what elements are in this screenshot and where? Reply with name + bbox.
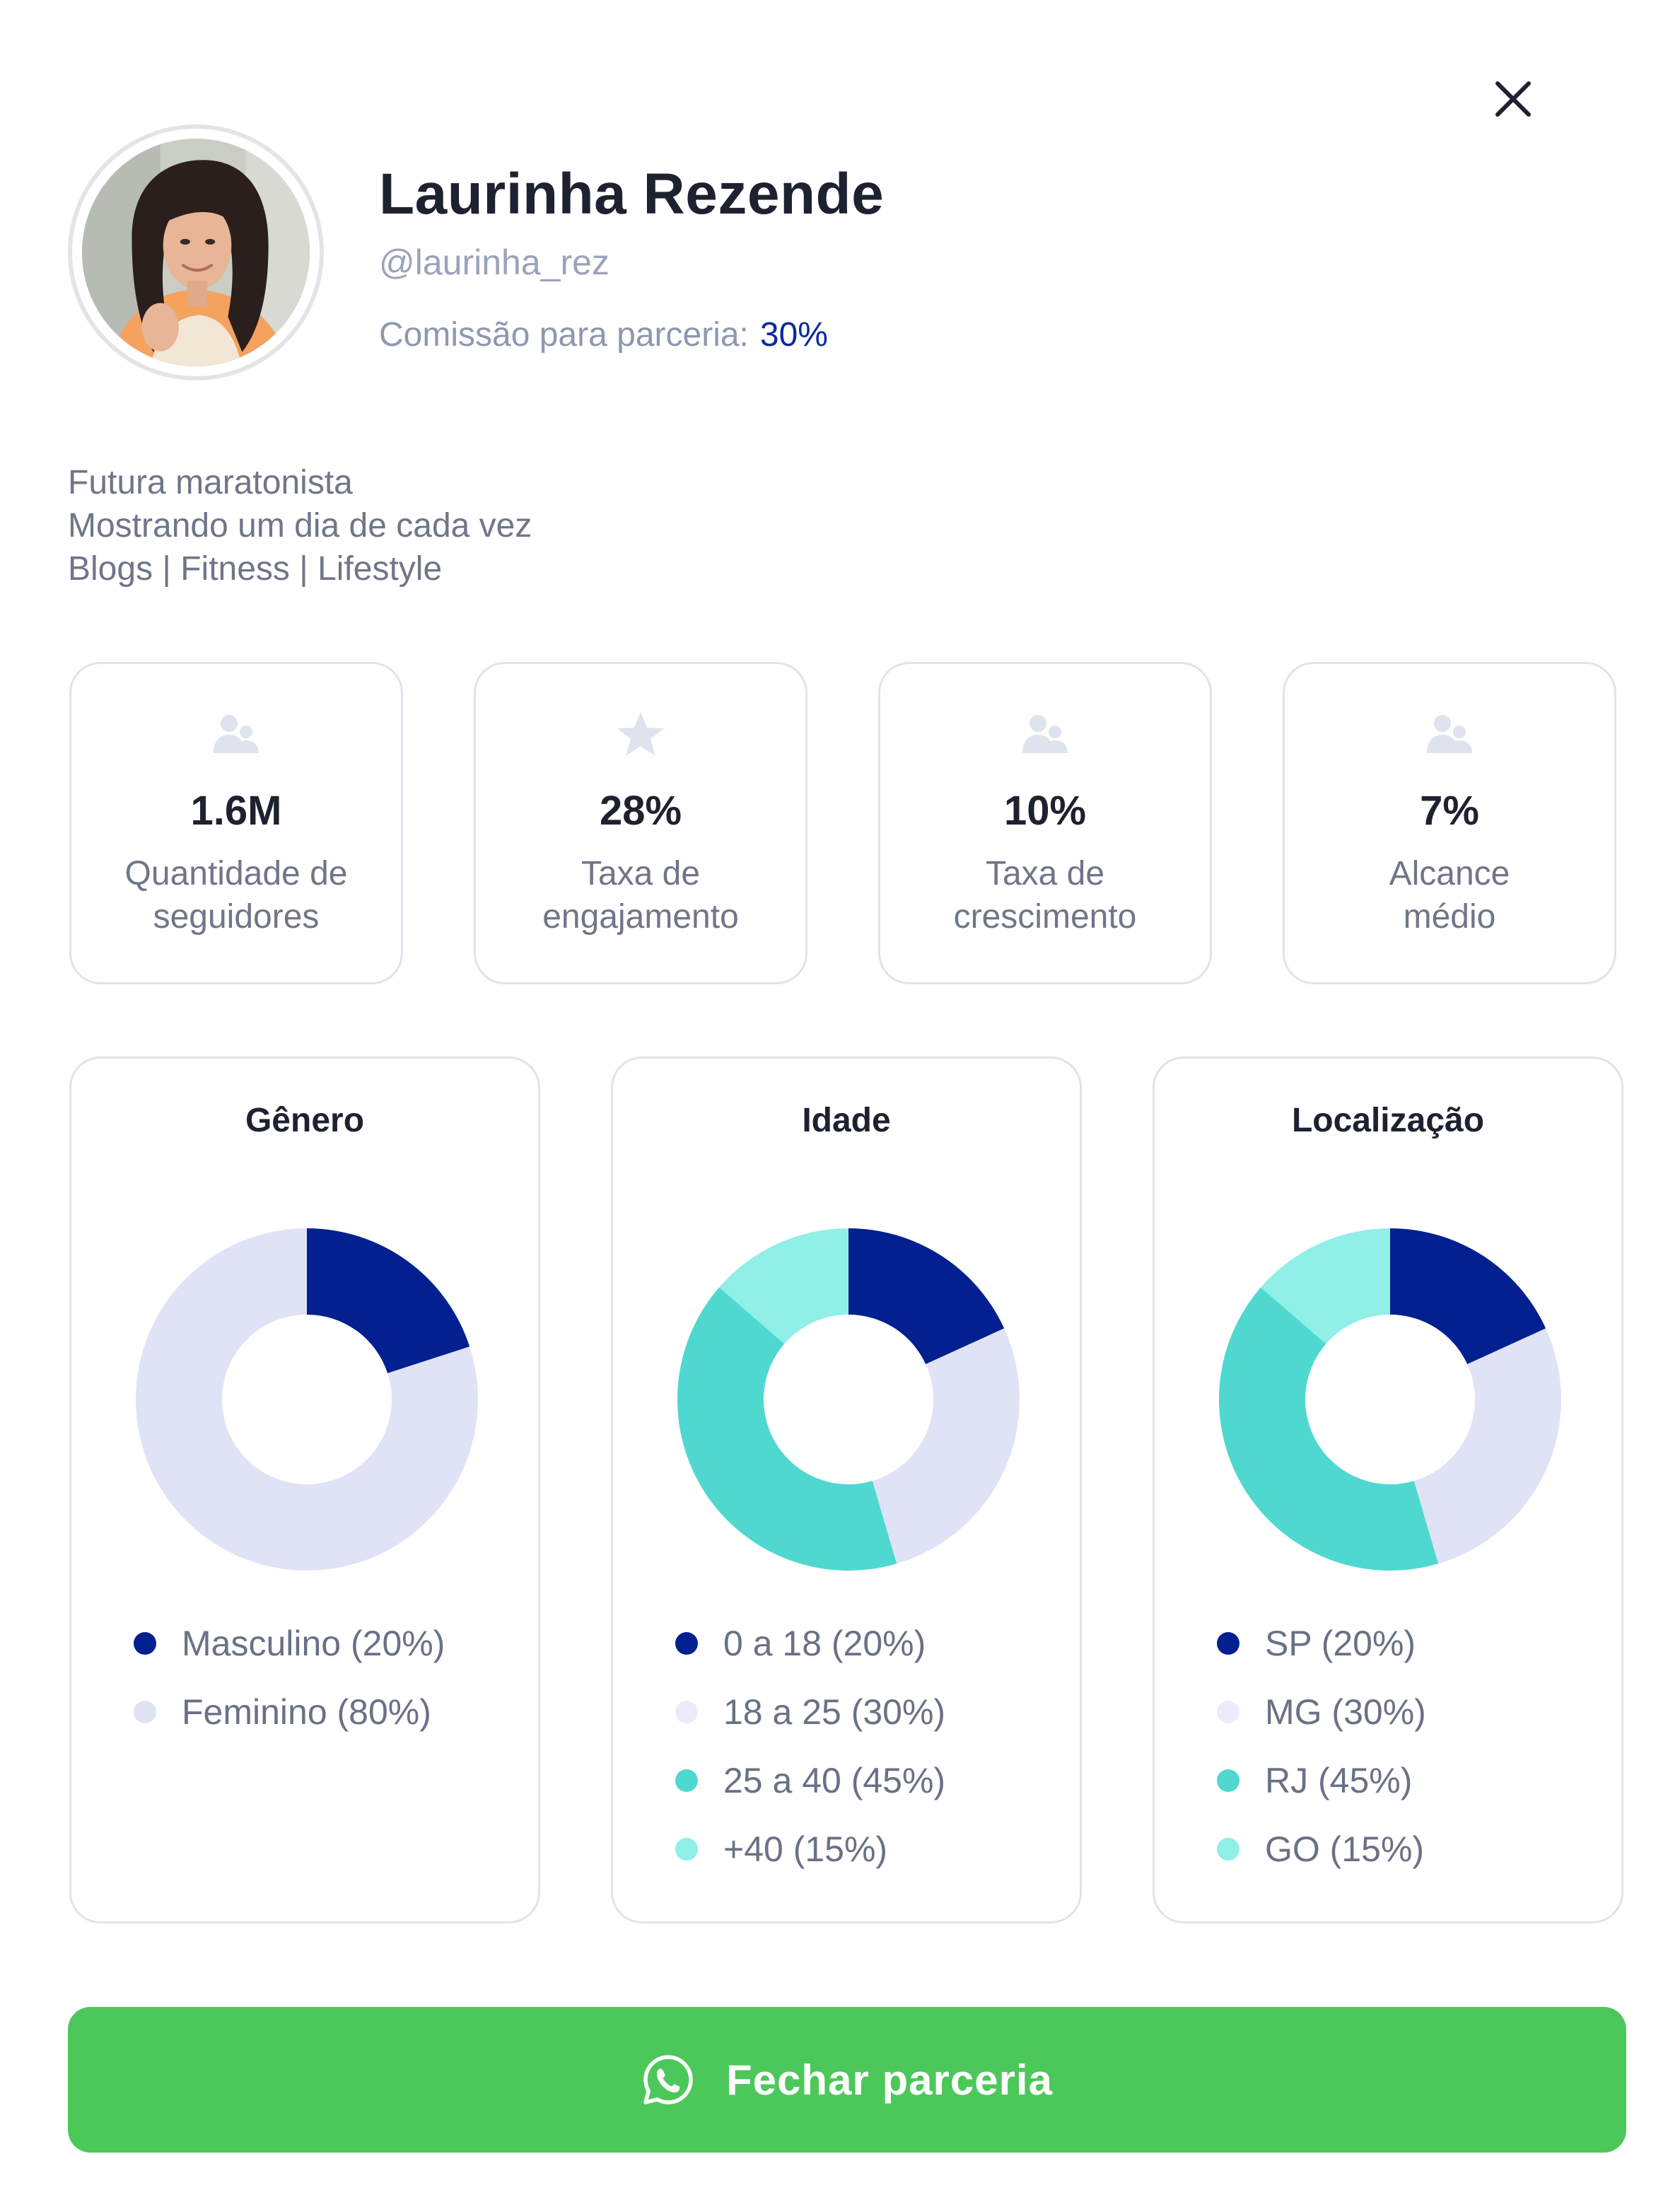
donut-chart-gender [136, 1228, 478, 1571]
legend-dot [675, 1700, 698, 1723]
legend-dot [1217, 1631, 1239, 1655]
legend-label: GO (15%) [1265, 1829, 1425, 1869]
donut-slice-mg-30 [1413, 1328, 1561, 1564]
legend-dot [675, 1631, 698, 1655]
legend-item: SP (20%) [1217, 1609, 1426, 1677]
bio-line: Blogs | Fitness | Lifestyle [68, 550, 443, 588]
profile-photo [82, 139, 310, 366]
legend-dot [1217, 1769, 1239, 1792]
stat-value: 1.6M [190, 788, 282, 834]
donut-chart-location [1219, 1228, 1561, 1571]
users-icon [1022, 715, 1068, 753]
chart-card-location: Localização SP (20%) MG (30%) RJ (45%) GO (… [1153, 1056, 1623, 1923]
legend-dot [134, 1631, 156, 1655]
close-icon[interactable] [1485, 71, 1541, 127]
legend-item: 18 a 25 (30%) [675, 1677, 945, 1746]
stat-value: 7% [1420, 788, 1479, 834]
stat-label-line: Taxa de [985, 855, 1105, 892]
stat-value: 28% [599, 788, 682, 834]
stat-card-followers: 1.6M Quantidade de seguidores [69, 662, 403, 984]
chart-legend: Masculino (20%) Feminino (80%) [134, 1609, 445, 1746]
chart-title: Gênero [245, 1102, 365, 1139]
donut-slice-masculino-20 [307, 1228, 470, 1373]
star-icon [617, 712, 664, 756]
chart-title: Localização [1291, 1102, 1485, 1139]
donut-slice-40-15 [719, 1228, 848, 1344]
donut-slice-18-a-25-30 [872, 1328, 1020, 1564]
stat-label: Alcance médio [1299, 852, 1600, 938]
whatsapp-icon [643, 2055, 693, 2104]
chart-legend: 0 a 18 (20%) 18 a 25 (30%) 25 a 40 (45%) +4… [675, 1609, 945, 1883]
legend-dot [134, 1700, 156, 1723]
legend-item: GO (15%) [1217, 1815, 1426, 1883]
legend-label: 18 a 25 (30%) [723, 1692, 946, 1732]
commission-value: 30% [759, 316, 828, 354]
stat-label: Quantidade de seguidores [86, 852, 387, 938]
stat-label-line: crescimento [953, 898, 1137, 936]
legend-dot [675, 1769, 698, 1792]
legend-label: RJ (45%) [1265, 1760, 1413, 1800]
stat-card-growth: 10% Taxa de crescimento [878, 662, 1212, 984]
stat-card-reach: 7% Alcance médio [1283, 662, 1616, 984]
profile-handle: @laurinha_rez [379, 243, 609, 282]
legend-item: 0 a 18 (20%) [675, 1609, 945, 1677]
legend-label: 25 a 40 (45%) [723, 1760, 946, 1800]
chart-legend: SP (20%) MG (30%) RJ (45%) GO (15%) [1217, 1609, 1426, 1883]
legend-item: 25 a 40 (45%) [675, 1746, 945, 1815]
stat-label-line: Alcance [1389, 855, 1510, 892]
avatar [68, 124, 324, 380]
legend-dot [1217, 1700, 1239, 1723]
commission-label: Comissão para parceria: [379, 316, 749, 354]
legend-item: RJ (45%) [1217, 1746, 1426, 1815]
donut-slice-rj-45 [1219, 1287, 1439, 1571]
commission-row: Comissão para parceria: 30% [379, 315, 828, 354]
donut-slice-0-a-18-20 [848, 1228, 1005, 1365]
stat-label: Taxa de engajamento [490, 852, 791, 938]
stat-label-line: Taxa de [581, 855, 701, 892]
legend-item: MG (30%) [1217, 1677, 1426, 1746]
chart-title: Idade [802, 1102, 891, 1139]
users-icon [214, 715, 259, 753]
bio-line: Mostrando um dia de cada vez [68, 507, 532, 545]
stat-label-line: Quantidade de [124, 855, 348, 892]
legend-label: +40 (15%) [723, 1829, 888, 1869]
donut-slice-25-a-40-45 [677, 1287, 897, 1571]
legend-label: MG (30%) [1265, 1692, 1426, 1732]
stat-card-engagement: 28% Taxa de engajamento [474, 662, 807, 984]
legend-label: SP (20%) [1265, 1623, 1416, 1663]
donut-slice-go-15 [1261, 1228, 1390, 1344]
donut-slice-sp-20 [1390, 1228, 1546, 1365]
stat-label-line: seguidores [153, 898, 320, 936]
stat-label: Taxa de crescimento [894, 852, 1196, 938]
legend-label: Feminino (80%) [182, 1692, 431, 1732]
profile-name: Laurinha Rezende [379, 162, 885, 226]
legend-label: Masculino (20%) [182, 1623, 445, 1663]
legend-dot [1217, 1837, 1239, 1861]
stat-label-line: engajamento [542, 898, 739, 936]
stat-value: 10% [1003, 788, 1087, 834]
legend-item: Masculino (20%) [134, 1609, 445, 1677]
bio-line: Futura maratonista [68, 464, 353, 501]
cta-label: Fechar parceria [726, 2056, 1053, 2104]
donut-chart-age [677, 1228, 1020, 1571]
users-icon [1427, 715, 1472, 753]
legend-item: +40 (15%) [675, 1815, 945, 1883]
donut-slice-feminino-80 [136, 1228, 478, 1571]
chart-card-gender: Gênero Masculino (20%) Feminino (80%) [69, 1056, 540, 1923]
legend-item: Feminino (80%) [134, 1677, 445, 1746]
profile-bio: Futura maratonista Mostrando um dia de c… [68, 461, 532, 590]
legend-label: 0 a 18 (20%) [723, 1623, 926, 1663]
chart-card-age: Idade 0 a 18 (20%) 18 a 25 (30%) 25 a 40 (… [611, 1056, 1082, 1923]
stat-label-line: médio [1403, 898, 1496, 936]
close-partnership-button[interactable]: Fechar parceria [68, 2007, 1626, 2153]
legend-dot [675, 1837, 698, 1861]
